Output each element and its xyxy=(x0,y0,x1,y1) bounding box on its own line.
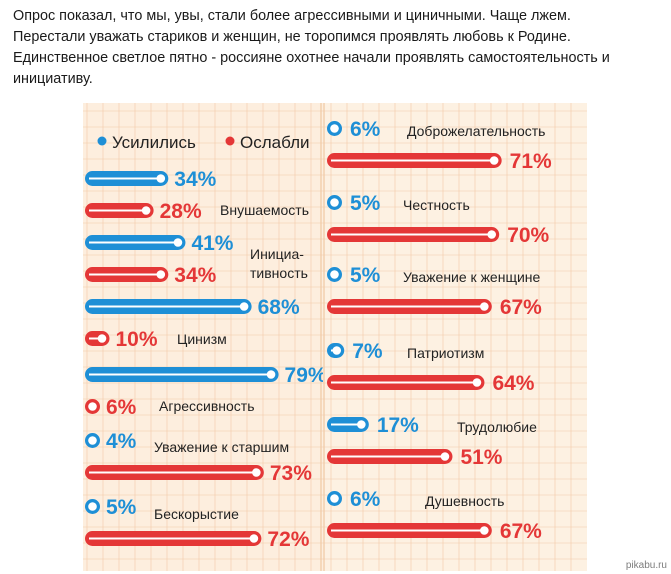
legend-label-weakened: Ослабли xyxy=(240,133,310,152)
bar-weakened xyxy=(327,375,485,390)
value-label-weakened: 70% xyxy=(507,224,549,247)
bar-weakened xyxy=(327,523,492,538)
value-label-increased: 5% xyxy=(350,264,381,287)
category-label: Душевность xyxy=(425,493,504,509)
bar-weakened xyxy=(85,399,100,414)
bar-weakened xyxy=(85,267,169,282)
chart-row: 79% 6% Агрессивность xyxy=(85,364,323,419)
intro-line: Перестали уважать стариков и женщин, не … xyxy=(13,29,571,45)
category-label: Уважение к старшим xyxy=(154,439,289,455)
bar-increased xyxy=(85,235,186,250)
watermark: pikabu.ru xyxy=(625,560,667,571)
category-label: Цинизм xyxy=(177,331,227,347)
chart-row: 6% 71% Доброжелательность xyxy=(327,118,552,173)
category-label: тивность xyxy=(250,265,308,281)
bar-weakened xyxy=(327,449,453,464)
chart-row: 5% 72% Бескорыстие xyxy=(85,496,310,551)
bar-weakened xyxy=(327,227,500,242)
category-label: Внушаемость xyxy=(220,202,309,218)
bar-increased xyxy=(327,491,342,506)
value-label-increased: 17% xyxy=(377,414,419,437)
bar-weakened xyxy=(327,153,502,168)
bar-increased xyxy=(327,343,345,358)
value-label-increased: 79% xyxy=(285,364,323,387)
category-label: Доброжелательность xyxy=(407,123,545,139)
value-label-weakened: 28% xyxy=(160,200,202,223)
chart-row: 7% 64% Патриотизм xyxy=(327,340,535,395)
legend: Усилились Ослабли xyxy=(97,133,310,152)
value-label-increased: 6% xyxy=(350,118,381,141)
intro-line: Опрос показал, что мы, увы, стали более … xyxy=(13,8,571,24)
survey-infographic: Усилились Ослабли 34% 28% Внушаемость 41% 34% И… xyxy=(63,103,587,571)
category-label: Бескорыстие xyxy=(154,506,239,522)
bar-increased xyxy=(327,121,342,136)
value-label-increased: 34% xyxy=(174,168,216,191)
value-label-increased: 68% xyxy=(258,296,300,319)
intro-line: инициативу. xyxy=(13,71,93,87)
bar-increased xyxy=(327,195,342,210)
category-label: Агрессивность xyxy=(159,398,255,414)
category-label: Уважение к женщине xyxy=(403,269,541,285)
bar-increased xyxy=(327,267,342,282)
bar-weakened xyxy=(85,331,110,346)
chart-row: 41% 34% Инициа-тивность xyxy=(85,232,308,287)
value-label-weakened: 10% xyxy=(116,328,158,351)
value-label-weakened: 51% xyxy=(460,446,502,469)
value-label-increased: 41% xyxy=(191,232,233,255)
chart-row: 6% 67% Душевность xyxy=(327,488,542,543)
value-label-weakened: 73% xyxy=(270,462,312,485)
chart-row: 4% 73% Уважение к старшим xyxy=(85,430,312,485)
chart-right-column: 6% 71% Доброжелательность 5% 70% Честность 5% 6… xyxy=(323,103,587,571)
chart-row: 34% 28% Внушаемость xyxy=(85,168,309,223)
value-label-weakened: 64% xyxy=(492,372,534,395)
intro-text: Опрос показал, что мы, увы, стали более … xyxy=(13,6,668,90)
value-label-increased: 4% xyxy=(106,430,137,453)
value-label-weakened: 71% xyxy=(510,150,552,173)
bar-weakened xyxy=(85,203,154,218)
legend-marker-increased xyxy=(97,136,107,146)
category-label: Инициа- xyxy=(250,246,304,262)
chart-row: 5% 67% Уважение к женщине xyxy=(327,264,542,319)
category-label: Трудолюбие xyxy=(457,419,537,435)
background-grid xyxy=(323,103,587,571)
value-label-increased: 5% xyxy=(350,192,381,215)
right-column-background xyxy=(323,103,587,571)
chart-row: 5% 70% Честность xyxy=(327,192,550,247)
value-label-increased: 7% xyxy=(352,340,383,363)
value-label-increased: 6% xyxy=(350,488,381,511)
category-label: Честность xyxy=(403,197,470,213)
value-label-increased: 5% xyxy=(106,496,137,519)
bar-increased xyxy=(327,417,369,432)
value-label-weakened: 72% xyxy=(267,528,309,551)
left-margin xyxy=(63,103,83,571)
intro-line: Единственное светлое пятно - россияне ох… xyxy=(13,50,610,66)
chart-row: 17% 51% Трудолюбие xyxy=(327,414,537,469)
bar-increased xyxy=(85,367,279,382)
value-label-weakened: 6% xyxy=(106,396,137,419)
chart-left-column: Усилились Ослабли 34% 28% Внушаемость 41% 34% И… xyxy=(63,103,323,571)
bar-increased xyxy=(85,299,252,314)
value-label-weakened: 67% xyxy=(500,296,542,319)
value-label-weakened: 67% xyxy=(500,520,542,543)
category-label: Патриотизм xyxy=(407,345,484,361)
bar-weakened xyxy=(85,531,262,546)
bar-increased xyxy=(85,499,100,514)
bar-weakened xyxy=(327,299,492,314)
bar-increased xyxy=(85,433,100,448)
chart-row: 68% 10% Цинизм xyxy=(85,296,300,351)
bar-increased xyxy=(85,171,169,186)
bar-weakened xyxy=(85,465,264,480)
legend-marker-weakened xyxy=(225,136,235,146)
value-label-weakened: 34% xyxy=(174,264,216,287)
legend-label-increased: Усилились xyxy=(112,133,196,152)
